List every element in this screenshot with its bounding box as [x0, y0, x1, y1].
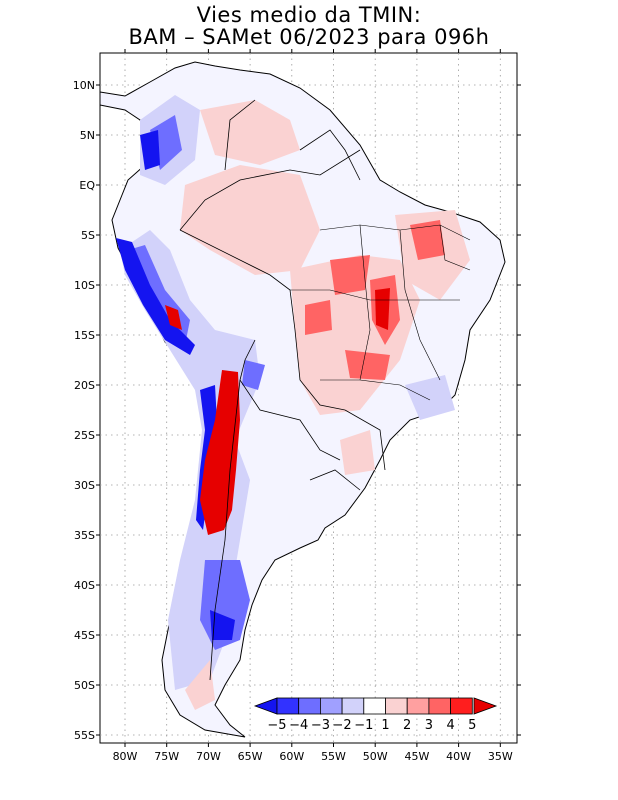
lat-tick-label: 5S — [81, 229, 95, 242]
lon-tick-label: 75W — [154, 750, 179, 763]
map-title-line1: Vies medio da TMIN: — [196, 3, 422, 27]
lon-tick-label: 55W — [321, 750, 346, 763]
country-borders — [179, 99, 386, 681]
lon-tick-label: 70W — [196, 750, 221, 763]
lon-tick-label: 35W — [488, 750, 513, 763]
lat-tick-label: 5N — [80, 129, 95, 142]
colorbar-swatch — [363, 697, 386, 715]
lat-tick-label: 15S — [74, 329, 95, 342]
colorbar-swatch — [341, 697, 365, 715]
lat-tick-label: 55S — [74, 729, 95, 742]
lat-tick-label: 25S — [74, 429, 95, 442]
colorbar-swatch — [298, 697, 321, 715]
colorbar-label: −4 — [289, 718, 308, 733]
colorbar-swatch — [406, 697, 430, 715]
colorbar: −5 −4 −3 −2 −1 1 2 3 4 5 — [253, 697, 498, 733]
map-title-line2: BAM – SAMet 06/2023 para 096h — [128, 25, 490, 49]
lon-tick-label: 65W — [238, 750, 263, 763]
colorbar-label: 4 — [446, 718, 454, 733]
colorbar-label: 1 — [381, 718, 389, 733]
lat-tick-label: 10N — [73, 79, 95, 92]
lat-tick-label: 40S — [74, 579, 95, 592]
bias-strong-red — [165, 288, 390, 535]
colorbar-swatch — [319, 697, 343, 715]
lon-tick-label: 80W — [113, 750, 138, 763]
lon-tick-label: 40W — [446, 750, 471, 763]
lon-tick-label: 60W — [279, 750, 304, 763]
colorbar-label: −3 — [311, 718, 330, 733]
lat-tick-label: 45S — [74, 629, 95, 642]
lat-tick-label: EQ — [79, 179, 95, 192]
lat-tick-label: 35S — [74, 529, 95, 542]
colorbar-label: −2 — [333, 718, 352, 733]
state-borders — [290, 224, 471, 401]
lat-tick-label: 20S — [74, 379, 95, 392]
lon-tick-label: 50W — [363, 750, 388, 763]
lat-tick-label: 50S — [74, 679, 95, 692]
colorbar-swatch — [450, 697, 473, 715]
colorbar-label: 2 — [403, 718, 411, 733]
colorbar-label: 3 — [425, 718, 433, 733]
colorbar-swatch — [385, 697, 408, 715]
lon-tick-label: 45W — [404, 750, 429, 763]
colorbar-label: 5 — [468, 718, 476, 733]
colorbar-swatch — [428, 697, 451, 715]
colorbar-label: −1 — [354, 718, 373, 733]
longitude-axis: 80W 75W 70W 65W 60W 55W 50W 45W 40W 35W — [113, 49, 513, 763]
latitude-axis: 10N 5N EQ 5S 10S 15S 20S 25S 30S 35S 40S 45S 50S 55S — [73, 79, 521, 742]
lat-tick-label: 30S — [74, 479, 95, 492]
colorbar-arrow-high — [473, 697, 498, 715]
colorbar-label: −5 — [267, 718, 286, 733]
colorbar-swatch — [276, 697, 300, 715]
lat-tick-label: 10S — [74, 279, 95, 292]
